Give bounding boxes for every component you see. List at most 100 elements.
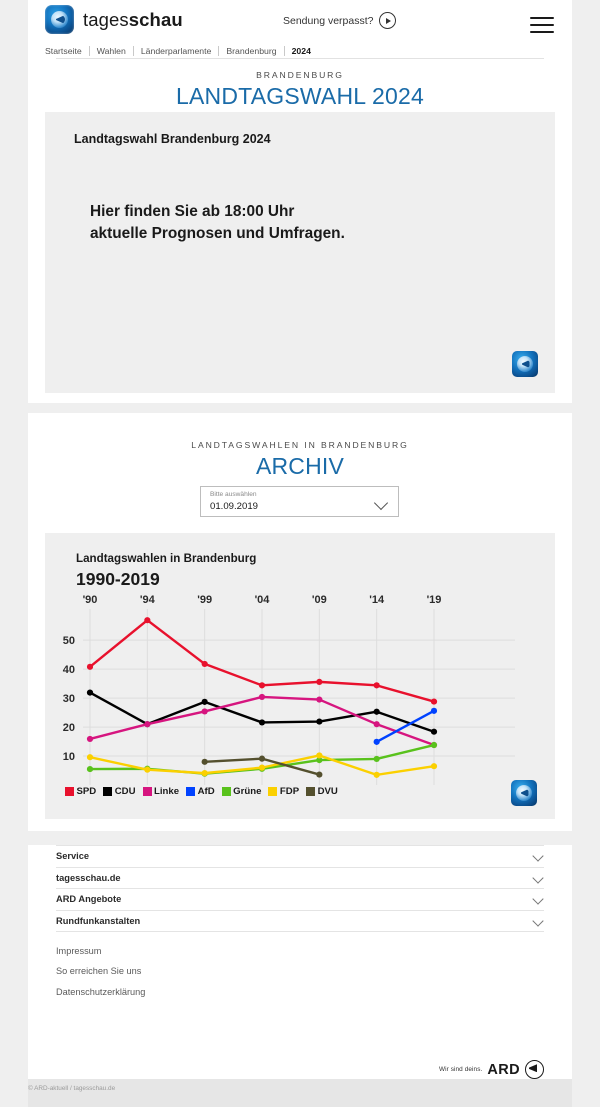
- breadcrumb-separator: [132, 45, 134, 56]
- chart-point-fdp: [258, 764, 266, 771]
- chevron-down-icon[interactable]: [532, 871, 544, 884]
- legend-item-fdp[interactable]: FDP: [268, 786, 299, 797]
- archive-kicker: LANDTAGSWAHLEN IN BRANDENBURG: [191, 440, 409, 450]
- footer-accordion-label: tagesschau.de: [56, 872, 121, 883]
- site-header: tagesschau Sendung verpasst? Startseite …: [28, 0, 572, 59]
- chart-point-cdu: [258, 719, 266, 726]
- legend-swatch-icon: [268, 787, 278, 796]
- chart-point-linke: [373, 721, 380, 728]
- chart-point-grüne: [373, 755, 380, 763]
- archive-date-select[interactable]: Bitte auswählen 01.09.2019: [200, 486, 399, 517]
- chart-point-fdp: [201, 770, 208, 777]
- chart-point-linke: [144, 721, 151, 728]
- hero-teaser-card[interactable]: Landtagswahl Brandenburg 2024 Hier finde…: [45, 112, 555, 393]
- chart-point-spd: [201, 660, 208, 668]
- legend-label: CDU: [114, 786, 136, 797]
- legend-item-afd[interactable]: AfD: [186, 786, 215, 797]
- breadcrumb-item-brandenburg[interactable]: Brandenburg: [226, 45, 277, 56]
- tagesschau-badge-icon: [511, 780, 537, 806]
- footer-accordion-label: ARD Angebote: [56, 894, 122, 905]
- archive-headline: ARCHIV: [255, 453, 345, 479]
- breadcrumb-item-startseite[interactable]: Startseite: [45, 45, 82, 56]
- footer-link-datenschutzerkl-rung[interactable]: Datenschutzerklärung: [56, 986, 146, 997]
- hamburger-menu-icon[interactable]: [530, 12, 554, 38]
- chart-point-grüne: [86, 765, 94, 773]
- hero-title-block: BRANDENBURG LANDTAGSWAHL 2024: [28, 59, 572, 110]
- legend-label: Grüne: [233, 786, 262, 797]
- legend-label: DVU: [317, 786, 338, 797]
- hero-headline: LANDTAGSWAHL 2024: [176, 83, 424, 109]
- footer-accordion-tagesschau-de[interactable]: tagesschau.de: [56, 868, 544, 890]
- chart-point-dvu: [316, 771, 323, 778]
- chart-point-spd: [258, 682, 266, 689]
- legend-label: AfD: [197, 786, 215, 797]
- chart-point-afd: [373, 738, 380, 745]
- footer-accordion-ard-angebote[interactable]: ARD Angebote: [56, 889, 544, 911]
- legend-swatch-icon: [186, 787, 196, 796]
- legend-swatch-icon: [221, 787, 231, 796]
- svg-text:'90: '90: [83, 594, 98, 606]
- svg-text:40: 40: [63, 664, 75, 676]
- archive-title-block: LANDTAGSWAHLEN IN BRANDENBURG ARCHIV: [28, 413, 572, 480]
- legend-item-dvu[interactable]: DVU: [306, 786, 338, 797]
- legend-swatch-icon: [142, 787, 152, 796]
- logo-wordmark: tagesschau: [83, 9, 183, 31]
- sendung-verpasst-link[interactable]: Sendung verpasst?: [283, 12, 397, 29]
- ard-wordmark: ARD: [487, 1061, 520, 1078]
- legend-label: Linke: [154, 786, 180, 797]
- svg-text:'14: '14: [369, 594, 385, 606]
- chevron-down-icon[interactable]: [532, 915, 544, 927]
- tagesschau-logo[interactable]: tagesschau: [45, 5, 183, 34]
- chart-series-group: [86, 617, 438, 778]
- chart-point-dvu: [258, 755, 266, 762]
- chevron-down-icon[interactable]: [373, 495, 389, 511]
- teaser-card-message: Hier finden Sie ab 18:00 Uhr aktuelle Pr…: [90, 201, 345, 245]
- chart-point-spd: [86, 663, 94, 670]
- footer-accordion-list: Service tagesschau.de ARD Angebote Rundfunk…: [28, 845, 572, 933]
- footer-link-impressum[interactable]: Impressum: [56, 945, 102, 956]
- copyright-text: © ARD-aktuell / tagesschau.de: [28, 1085, 116, 1092]
- footer-link-so-erreichen-sie-uns[interactable]: So erreichen Sie uns: [56, 966, 142, 977]
- ard-brand-block: Wir sind deins. ARD: [439, 1060, 544, 1079]
- footer-accordion-service[interactable]: Service: [56, 845, 544, 868]
- footer-link-list: Impressum So erreichen Sie uns Datenschutz…: [28, 940, 572, 1002]
- breadcrumb-item-laenderparlamente[interactable]: Länderparlamente: [140, 45, 212, 56]
- svg-text:'04: '04: [255, 594, 271, 606]
- chart-point-linke: [258, 693, 266, 701]
- breadcrumb-item-2024[interactable]: 2024: [291, 45, 311, 56]
- legend-label: FDP: [279, 786, 300, 797]
- legend-item-grüne[interactable]: Grüne: [221, 786, 262, 797]
- legend-item-linke[interactable]: Linke: [142, 786, 180, 797]
- ard-claim-text: Wir sind deins.: [438, 1066, 483, 1073]
- footer-accordion-rundfunkanstalten[interactable]: Rundfunkanstalten: [56, 911, 544, 933]
- chart-title: 1990-2019: [76, 569, 160, 589]
- legend-item-cdu[interactable]: CDU: [103, 786, 136, 797]
- legend-swatch-icon: [306, 787, 316, 796]
- svg-text:20: 20: [63, 722, 75, 734]
- chart-point-cdu: [316, 718, 323, 725]
- chevron-down-icon[interactable]: [532, 850, 544, 862]
- chart-point-fdp: [316, 752, 323, 759]
- chart-point-cdu: [373, 708, 380, 715]
- legend-swatch-icon: [103, 787, 113, 796]
- chart-point-afd: [430, 707, 438, 714]
- hero-kicker: BRANDENBURG: [256, 70, 344, 80]
- header-divider: [56, 58, 544, 59]
- chart-point-cdu: [86, 689, 94, 696]
- tagesschau-logo-icon: [45, 5, 74, 34]
- breadcrumb-separator: [283, 45, 285, 56]
- chart-point-grüne: [430, 741, 438, 749]
- logo-word-light: tages: [83, 8, 129, 30]
- svg-text:'94: '94: [140, 594, 156, 606]
- chevron-down-icon[interactable]: [532, 893, 544, 905]
- play-circle-icon[interactable]: [379, 12, 397, 29]
- chart-legend: SPD CDU Linke AfD Grüne FDP DVU: [65, 786, 345, 797]
- svg-text:10: 10: [63, 751, 75, 763]
- legend-swatch-icon: [65, 787, 74, 796]
- teaser-card-heading: Landtagswahl Brandenburg 2024: [74, 132, 271, 146]
- breadcrumb-item-wahlen[interactable]: Wahlen: [96, 45, 126, 56]
- chart-subtitle: Landtagswahlen in Brandenburg: [76, 552, 257, 565]
- legend-item-spd[interactable]: SPD: [65, 786, 96, 797]
- svg-text:'19: '19: [427, 594, 442, 606]
- election-chart-card[interactable]: Landtagswahlen in Brandenburg 1990-2019 …: [45, 533, 555, 819]
